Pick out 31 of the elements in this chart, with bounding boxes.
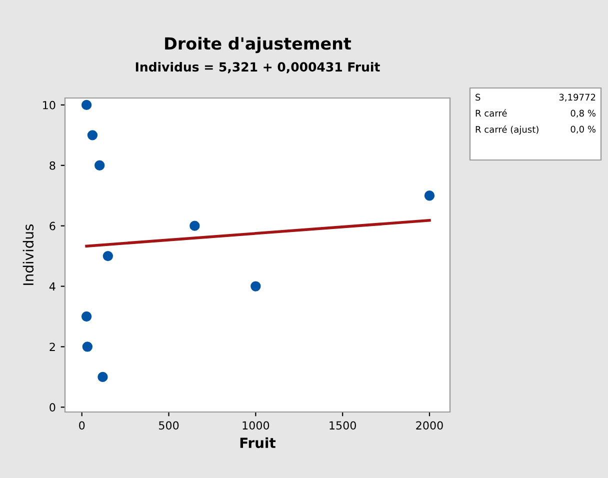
point xyxy=(82,342,93,352)
x-tick-label: 1000 xyxy=(242,421,270,430)
text: 0,0 % xyxy=(570,126,596,134)
point xyxy=(250,281,261,292)
point xyxy=(81,311,92,322)
point xyxy=(94,160,105,170)
x-tick-label: 500 xyxy=(159,421,179,430)
x-tick-label: 2000 xyxy=(416,421,443,430)
text: S xyxy=(476,94,480,101)
text: 0,8 % xyxy=(570,110,596,118)
y-tick-label: 4 xyxy=(49,282,56,290)
x-tick-label: 0 xyxy=(79,421,85,430)
x-tick-label: 1500 xyxy=(330,421,356,430)
y-tick-label: 8 xyxy=(50,161,56,170)
y-tick-label: 6 xyxy=(50,222,56,230)
point xyxy=(424,190,435,201)
x-axis-title: Fruit xyxy=(240,437,276,448)
point xyxy=(190,220,200,231)
point xyxy=(102,250,114,262)
y-tick-label: 0 xyxy=(50,403,56,412)
point xyxy=(81,100,92,110)
y-tick-label: 2 xyxy=(50,342,55,351)
point xyxy=(98,372,108,382)
text: R carré xyxy=(476,109,507,117)
chart-title: Droite d'ajustement xyxy=(165,36,352,54)
y-axis-title: Individus xyxy=(22,224,34,285)
text: R carré (ajust) xyxy=(476,125,538,135)
chart-subtitle: Individus = 5,321 + 0,000431 Fruit xyxy=(136,62,380,74)
y-tick-label: 10 xyxy=(43,100,56,110)
point xyxy=(87,130,98,140)
text: 3,19772 xyxy=(559,94,596,102)
